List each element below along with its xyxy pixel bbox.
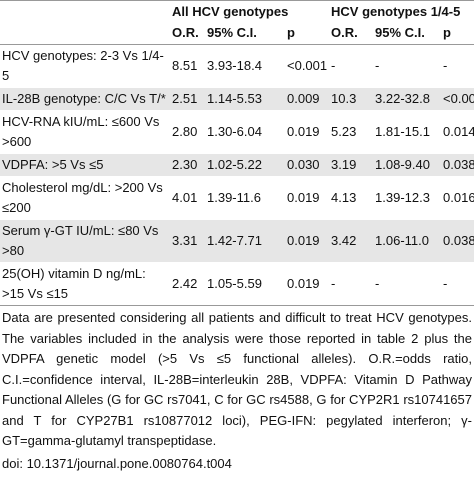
cell: - bbox=[329, 262, 374, 306]
cell: 5.23 bbox=[329, 110, 374, 154]
cell: 8.51 bbox=[170, 44, 205, 88]
cell: 3.93-18.4 bbox=[205, 44, 285, 88]
results-table: All HCV genotypes HCV genotypes 1/4-5 O.… bbox=[0, 0, 474, 306]
table-row: IL-28B genotype: C/C Vs T/* 2.51 1.14-5.53… bbox=[0, 87, 474, 111]
row-label: 25(OH) vitamin D ng/mL: >15 Vs ≤15 bbox=[0, 262, 170, 306]
cell: 1.39-11.6 bbox=[205, 176, 285, 220]
corner bbox=[0, 0, 170, 23]
cell: <0.001 bbox=[285, 44, 330, 88]
column-header: p bbox=[285, 22, 330, 45]
column-header: 95% C.I. bbox=[205, 22, 285, 45]
cell: 1.05-5.59 bbox=[205, 262, 285, 306]
row-label: Serum γ-GT IU/mL: ≤80 Vs >80 bbox=[0, 219, 170, 263]
cell: - bbox=[441, 262, 474, 306]
cell: 10.3 bbox=[329, 87, 374, 111]
cell: 2.51 bbox=[170, 87, 205, 111]
cell: 3.31 bbox=[170, 219, 205, 263]
row-label: Cholesterol mg/dL: >200 Vs ≤200 bbox=[0, 176, 170, 220]
column-header: O.R. bbox=[329, 22, 374, 45]
cell: 1.06-11.0 bbox=[373, 219, 442, 263]
cell: 4.01 bbox=[170, 176, 205, 220]
cell: 4.13 bbox=[329, 176, 374, 220]
cell: 3.19 bbox=[329, 153, 374, 177]
cell: - bbox=[441, 44, 474, 88]
cell: 0.016 bbox=[441, 176, 474, 220]
cell: 2.42 bbox=[170, 262, 205, 306]
corner bbox=[0, 22, 170, 45]
cell: 1.08-9.40 bbox=[373, 153, 442, 177]
row-label: HCV genotypes: 2-3 Vs 1/4-5 bbox=[0, 44, 170, 88]
column-header: 95% C.I. bbox=[373, 22, 442, 45]
table-row: 25(OH) vitamin D ng/mL: >15 Vs ≤15 2.42 1.… bbox=[0, 262, 474, 306]
cell: 0.019 bbox=[285, 262, 330, 306]
row-label: HCV-RNA kIU/mL: ≤600 Vs >600 bbox=[0, 110, 170, 154]
row-label: IL-28B genotype: C/C Vs T/* bbox=[0, 87, 170, 111]
doi: doi: 10.1371/journal.pone.0080764.t004 bbox=[2, 456, 232, 471]
cell: - bbox=[373, 44, 442, 88]
table-row: HCV-RNA kIU/mL: ≤600 Vs >600 2.80 1.30-6.0… bbox=[0, 110, 474, 154]
column-header: O.R. bbox=[170, 22, 205, 45]
cell: <0.001 bbox=[441, 87, 474, 111]
column-header: p bbox=[441, 22, 474, 45]
cell: 1.02-5.22 bbox=[205, 153, 285, 177]
table-row: Cholesterol mg/dL: >200 Vs ≤200 4.01 1.39-… bbox=[0, 176, 474, 220]
group-header: HCV genotypes 1/4-5 bbox=[329, 0, 474, 23]
table-row: Serum γ-GT IU/mL: ≤80 Vs >80 3.31 1.42-7.7… bbox=[0, 219, 474, 263]
cell: 0.019 bbox=[285, 176, 330, 220]
cell: 3.22-32.8 bbox=[373, 87, 442, 111]
row-label: VDPFA: >5 Vs ≤5 bbox=[0, 153, 170, 177]
cell: - bbox=[373, 262, 442, 306]
cell: 0.009 bbox=[285, 87, 330, 111]
cell: - bbox=[329, 44, 374, 88]
cell: 0.038 bbox=[441, 219, 474, 263]
cell: 0.014 bbox=[441, 110, 474, 154]
cell: 1.14-5.53 bbox=[205, 87, 285, 111]
group-header: All HCV genotypes bbox=[170, 0, 330, 23]
cell: 1.30-6.04 bbox=[205, 110, 285, 154]
footnote: Data are presented considering all patie… bbox=[2, 310, 472, 448]
cell: 3.42 bbox=[329, 219, 374, 263]
cell: 0.019 bbox=[285, 110, 330, 154]
cell: 1.81-15.1 bbox=[373, 110, 442, 154]
cell: 0.019 bbox=[285, 219, 330, 263]
cell: 1.39-12.3 bbox=[373, 176, 442, 220]
cell: 1.42-7.71 bbox=[205, 219, 285, 263]
cell: 0.038 bbox=[441, 153, 474, 177]
table-row: VDPFA: >5 Vs ≤5 2.30 1.02-5.22 0.030 3.19 1.0… bbox=[0, 153, 474, 177]
table-row: HCV genotypes: 2-3 Vs 1/4-5 8.51 3.93-18.4… bbox=[0, 44, 474, 88]
cell: 2.30 bbox=[170, 153, 205, 177]
cell: 0.030 bbox=[285, 153, 330, 177]
cell: 2.80 bbox=[170, 110, 205, 154]
